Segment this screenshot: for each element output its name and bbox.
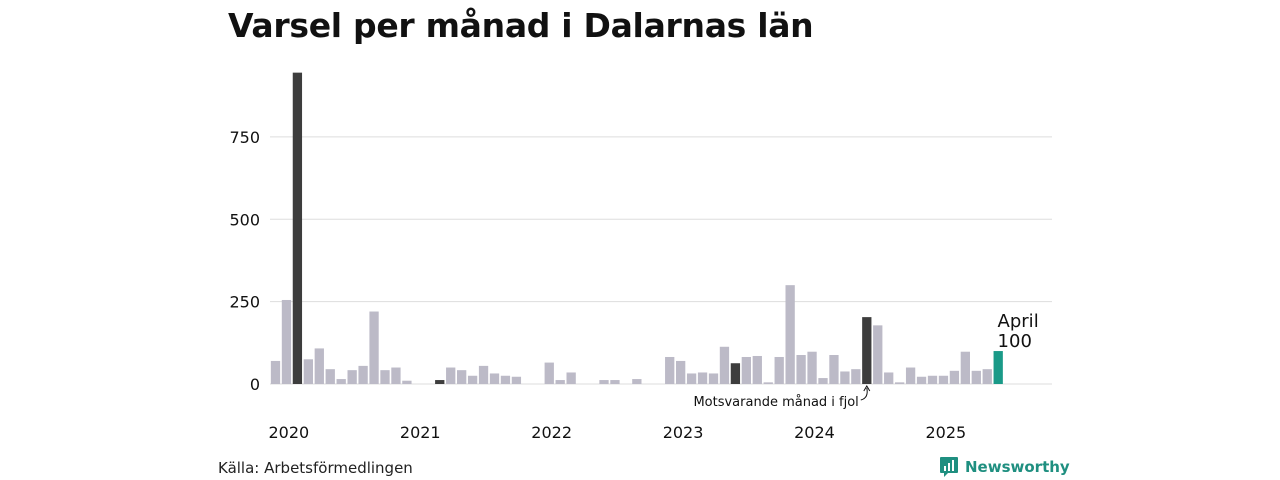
annotation-arrow (860, 387, 868, 401)
source-note: Källa: Arbetsförmedlingen (218, 459, 413, 477)
bar (796, 355, 806, 384)
current-value-label: 100 (998, 331, 1032, 352)
bar (446, 367, 456, 384)
x-tick-label: 2020 (269, 423, 310, 442)
bar (632, 379, 642, 384)
bar (467, 375, 478, 384)
x-tick-label: 2022 (531, 423, 572, 442)
bar (292, 72, 303, 385)
brand-logo[interactable]: Newsworthy (939, 456, 1070, 478)
y-tick-label: 750 (229, 128, 260, 147)
bar (314, 348, 324, 384)
bar (949, 370, 960, 384)
x-tick-label: 2025 (926, 423, 967, 442)
bar (730, 363, 741, 384)
y-tick-label: 500 (229, 210, 260, 229)
bar (916, 376, 927, 384)
bar (763, 382, 773, 384)
bar (478, 365, 489, 384)
bar (686, 373, 697, 384)
bar (489, 373, 500, 384)
bar (555, 380, 565, 384)
bar (938, 375, 949, 384)
bar (358, 365, 368, 384)
bar (336, 379, 346, 384)
bar (599, 380, 609, 384)
grid-lines (270, 136, 1052, 385)
bar (905, 367, 916, 384)
bar (884, 372, 894, 384)
bar (391, 367, 401, 384)
bar (741, 356, 751, 384)
bar (566, 372, 576, 384)
bar (270, 360, 281, 384)
bar (708, 373, 719, 384)
bar (862, 317, 872, 384)
bars (270, 72, 1003, 385)
annotation-arrowhead (863, 385, 871, 392)
bar (281, 299, 292, 384)
chart-title: Varsel per månad i Dalarnas län (228, 6, 814, 45)
y-tick-label: 250 (229, 293, 260, 312)
bar (818, 378, 828, 384)
same-month-annotation: Motsvarande månad i fjol (693, 395, 858, 410)
bar (347, 370, 357, 384)
bar (752, 355, 762, 384)
bar (927, 375, 938, 384)
bar (982, 369, 992, 384)
bar (676, 360, 686, 384)
bar (380, 370, 390, 384)
bar (369, 311, 379, 384)
bar (971, 370, 981, 384)
newsworthy-logo-icon (940, 457, 958, 477)
x-tick-label: 2023 (663, 423, 704, 442)
bar (719, 346, 730, 384)
bar (851, 369, 861, 384)
bar (511, 376, 522, 384)
bar (402, 380, 412, 384)
current-month-label: April (998, 311, 1039, 332)
bar (873, 325, 883, 384)
bar (544, 362, 554, 384)
bar (807, 351, 817, 384)
bar (457, 370, 467, 384)
x-tick-label: 2021 (400, 423, 441, 442)
bar (960, 351, 970, 384)
bar (500, 375, 511, 384)
bar (325, 369, 335, 384)
brand-name: Newsworthy (965, 458, 1070, 476)
bar (303, 359, 313, 384)
y-tick-label: 0 (250, 375, 260, 394)
bar (697, 372, 708, 384)
bar (610, 380, 620, 384)
bar (785, 285, 795, 384)
bar (895, 382, 905, 384)
bar (829, 355, 839, 384)
bar (435, 380, 445, 384)
bar (840, 371, 850, 384)
axis-labels: 0 250 500 750 2020 2021 2022 2023 2024 2025 (229, 128, 966, 442)
bar (993, 351, 1003, 384)
x-tick-label: 2024 (794, 423, 835, 442)
bar (665, 356, 675, 384)
bar (774, 356, 784, 384)
